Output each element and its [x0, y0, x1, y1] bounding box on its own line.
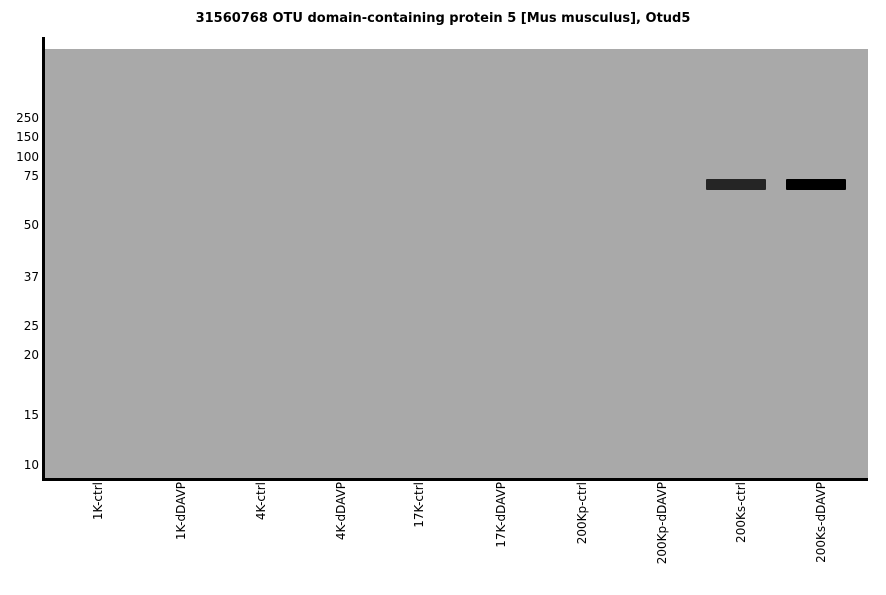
- y-tick-label: 25: [23, 319, 39, 333]
- x-lane-label: 17K-ctrl: [412, 482, 426, 528]
- y-tick-label: 50: [23, 218, 39, 232]
- protein-band: [786, 179, 846, 190]
- x-lane-label: 1K-dDAVP: [174, 482, 188, 541]
- x-lane-label: 200Ks-ctrl: [734, 482, 748, 543]
- x-lane-label: 200Ks-dDAVP: [814, 482, 828, 563]
- y-tick-label: 15: [23, 408, 39, 422]
- x-lane-label: 4K-dDAVP: [334, 482, 348, 541]
- y-tick-label: 37: [23, 270, 39, 284]
- y-tick-label: 100: [16, 150, 39, 164]
- protein-band: [706, 179, 766, 190]
- y-tick-label: 75: [23, 169, 39, 183]
- gel-plot-area: [45, 49, 868, 478]
- chart-title: 31560768 OTU domain-containing protein 5…: [195, 11, 691, 26]
- y-tick-label: 20: [23, 348, 39, 362]
- x-lane-label: 1K-ctrl: [91, 482, 105, 521]
- y-tick-label: 250: [16, 111, 39, 125]
- x-axis-line: [42, 478, 868, 481]
- x-lane-label: 4K-ctrl: [254, 482, 268, 521]
- x-lane-label: 200Kp-dDAVP: [655, 482, 669, 565]
- y-tick-label: 150: [16, 130, 39, 144]
- x-lane-label: 17K-dDAVP: [494, 482, 508, 548]
- x-lane-label: 200Kp-ctrl: [575, 482, 589, 545]
- y-axis-line: [42, 37, 45, 481]
- y-tick-label: 10: [23, 458, 39, 472]
